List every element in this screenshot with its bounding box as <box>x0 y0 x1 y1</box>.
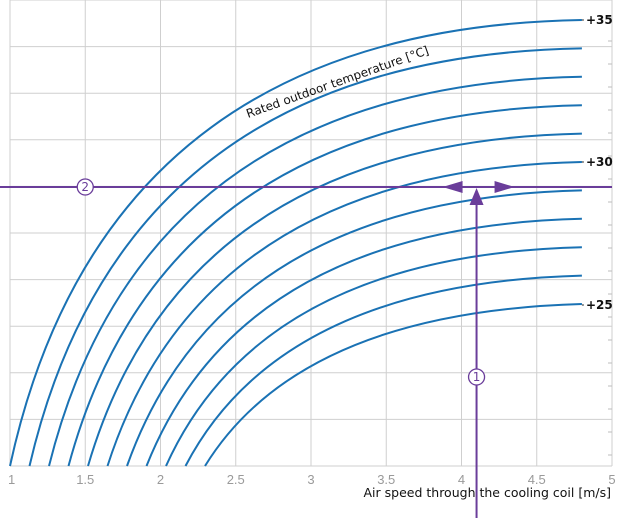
markers: 12 <box>76 178 486 386</box>
temperature-curve <box>204 303 582 467</box>
x-axis-label: Air speed through the cooling coil [m/s] <box>364 485 612 500</box>
marker-label: 2 <box>81 180 89 194</box>
x-ticks: 1 1.5 2 2.5 3 3.5 4 4.5 5 <box>8 472 616 487</box>
x-tick-label: 2.5 <box>227 472 245 487</box>
temperature-curve <box>184 274 582 467</box>
x-tick-label: 4.5 <box>528 472 546 487</box>
temperature-curve <box>48 75 582 467</box>
temperature-curve <box>28 47 582 467</box>
temperature-label: +35 <box>586 13 613 27</box>
curve-annotation: Rated outdoor temperature [°C] <box>244 43 430 121</box>
grid <box>9 0 613 467</box>
x-tick-label: 3.5 <box>377 472 395 487</box>
left-arrow <box>442 181 463 193</box>
right-labels: +35 +30 +25 <box>586 13 613 312</box>
marker-circle <box>467 368 486 386</box>
temperature-label: +30 <box>586 155 613 169</box>
x-tick-label: 1 <box>8 472 15 487</box>
temperature-curves <box>9 19 584 467</box>
temperature-curve <box>67 104 582 467</box>
temperature-curve <box>87 132 582 467</box>
marker-circle <box>76 178 94 196</box>
temperature-curve <box>126 189 582 467</box>
guide-lines <box>0 181 612 518</box>
x-tick-label: 2 <box>157 472 164 487</box>
right-arrow <box>494 181 515 193</box>
temperature-label: +25 <box>586 298 613 312</box>
temperature-curve <box>165 246 582 467</box>
x-tick-label: 1.5 <box>76 472 94 487</box>
x-tick-label: 3 <box>307 472 314 487</box>
marker-label: 1 <box>473 370 481 384</box>
temperature-curve <box>145 217 582 467</box>
x-tick-label: 5 <box>608 472 615 487</box>
temperature-curve <box>106 161 582 467</box>
up-arrow <box>469 188 484 205</box>
x-tick-label: 4 <box>458 472 465 487</box>
temperature-curve <box>9 19 582 467</box>
